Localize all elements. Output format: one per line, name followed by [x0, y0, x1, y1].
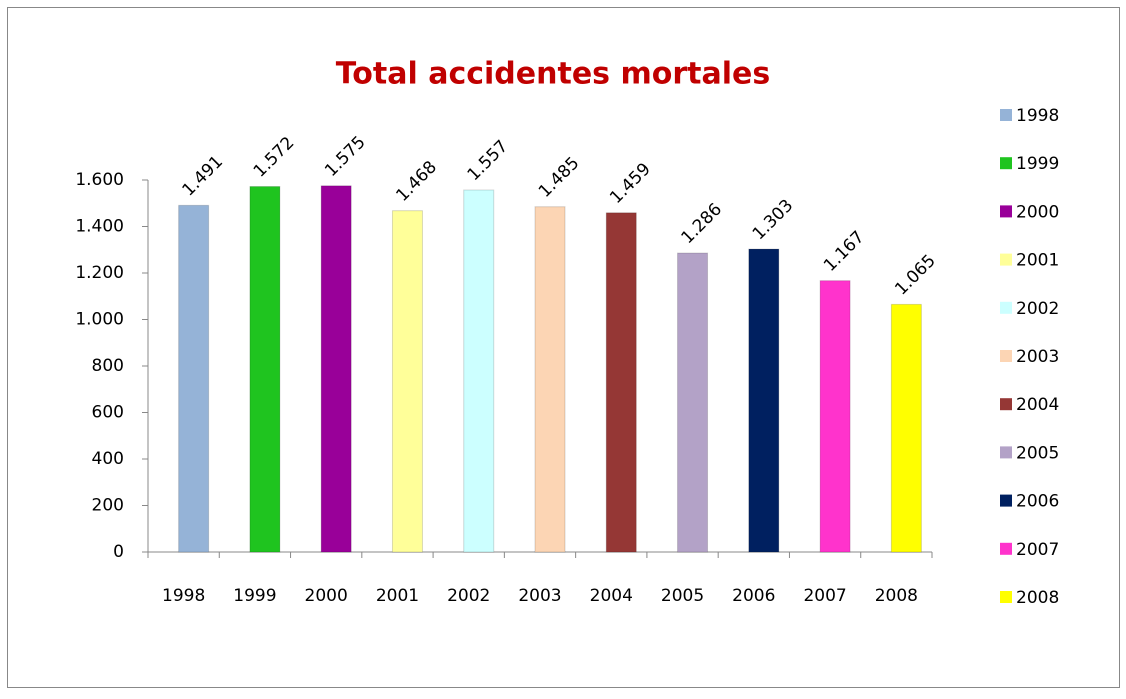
legend-swatch — [1000, 253, 1012, 266]
legend-label: 2000 — [1016, 202, 1059, 222]
legend-swatch — [1000, 398, 1012, 411]
legend-label: 2007 — [1016, 540, 1059, 560]
legend-swatch — [1000, 301, 1012, 314]
legend-swatch — [1000, 542, 1012, 555]
y-tick-label: 1.400 — [75, 217, 124, 237]
legend-swatch — [1000, 350, 1012, 362]
legend-label: 2005 — [1016, 443, 1059, 463]
bar — [178, 204, 210, 553]
legend-swatch — [1000, 205, 1012, 218]
bar — [819, 280, 851, 553]
x-tick-label: 1998 — [162, 586, 205, 606]
legend-swatch — [1000, 494, 1012, 507]
x-tick-label: 2002 — [447, 586, 490, 606]
bar — [748, 248, 780, 553]
legend-label: 1999 — [1016, 154, 1059, 174]
legend-label: 2004 — [1016, 395, 1059, 415]
y-tick-label: 0 — [113, 542, 124, 562]
x-tick-label: 2004 — [590, 586, 633, 606]
x-tick-label: 1999 — [233, 586, 276, 606]
x-tick-label: 2005 — [661, 586, 704, 606]
y-tick-label: 600 — [92, 403, 124, 423]
x-tick-label: 2000 — [305, 586, 348, 606]
bar — [605, 212, 637, 553]
y-tick-label: 200 — [92, 496, 124, 516]
legend-label: 1998 — [1016, 106, 1059, 126]
legend-label: 2006 — [1016, 492, 1059, 512]
legend-swatch — [1000, 591, 1012, 603]
x-tick-label: 2003 — [518, 586, 561, 606]
bar — [463, 189, 495, 553]
bar — [677, 252, 709, 553]
x-tick-label: 2006 — [732, 586, 775, 606]
x-tick-label: 2001 — [376, 586, 419, 606]
legend-label: 2008 — [1016, 588, 1059, 608]
y-tick-label: 400 — [92, 449, 124, 469]
x-tick-label: 2008 — [875, 586, 918, 606]
legend-swatch — [1000, 157, 1012, 170]
y-tick-label: 1.000 — [75, 310, 124, 330]
bar — [391, 210, 423, 553]
bar — [249, 186, 281, 553]
legend-swatch — [1000, 109, 1012, 121]
legend-swatch — [1000, 446, 1012, 459]
y-tick-label: 1.600 — [75, 170, 124, 190]
legend-label: 2001 — [1016, 251, 1059, 271]
bar — [890, 303, 922, 553]
x-tick-label: 2007 — [803, 586, 846, 606]
legend-label: 2003 — [1016, 347, 1059, 367]
legend-label: 2002 — [1016, 299, 1059, 319]
bar — [320, 185, 352, 553]
y-tick-label: 800 — [92, 356, 124, 376]
y-tick-label: 1.200 — [75, 263, 124, 283]
bar — [534, 206, 566, 553]
chart-title: Total accidentes mortales — [336, 57, 770, 92]
